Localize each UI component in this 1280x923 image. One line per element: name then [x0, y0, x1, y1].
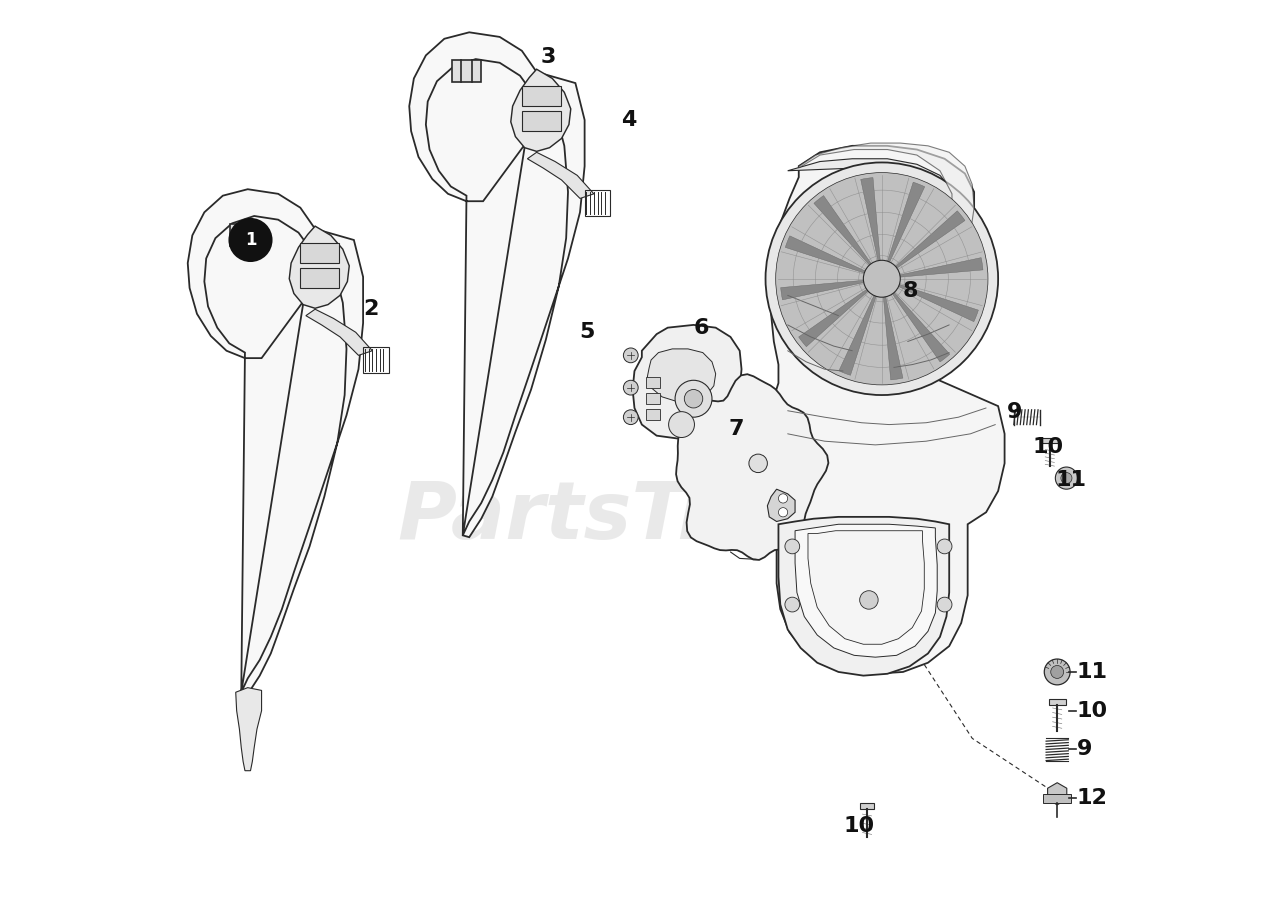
Text: PartsTre: PartsTre: [397, 478, 772, 556]
Wedge shape: [883, 288, 902, 380]
Circle shape: [749, 454, 768, 473]
Bar: [522, 111, 561, 131]
Bar: [452, 60, 481, 82]
Polygon shape: [799, 143, 974, 288]
Wedge shape: [887, 285, 950, 362]
Circle shape: [937, 597, 952, 612]
Polygon shape: [676, 374, 828, 560]
Polygon shape: [795, 524, 937, 657]
Text: 9: 9: [1076, 739, 1092, 760]
Wedge shape: [838, 287, 879, 376]
Bar: [1042, 438, 1059, 443]
Text: 10: 10: [844, 816, 874, 836]
Polygon shape: [410, 32, 585, 537]
Text: 5: 5: [579, 322, 594, 342]
Bar: [301, 268, 339, 288]
Polygon shape: [808, 531, 924, 644]
Text: 4: 4: [622, 110, 637, 130]
Wedge shape: [884, 182, 924, 270]
Bar: [522, 86, 561, 106]
Bar: [1048, 699, 1065, 705]
Text: 9: 9: [1006, 402, 1021, 422]
Text: 6: 6: [694, 318, 709, 338]
Circle shape: [1044, 659, 1070, 685]
Circle shape: [1051, 665, 1064, 678]
Wedge shape: [888, 210, 965, 273]
Polygon shape: [632, 325, 741, 438]
Text: 10: 10: [1032, 437, 1064, 457]
Circle shape: [623, 410, 639, 425]
Wedge shape: [785, 236, 873, 276]
Bar: [645, 377, 660, 388]
Circle shape: [860, 591, 878, 609]
Wedge shape: [799, 284, 876, 347]
Polygon shape: [768, 489, 795, 521]
Circle shape: [1055, 467, 1078, 489]
Circle shape: [778, 508, 787, 517]
Polygon shape: [511, 69, 571, 151]
Circle shape: [778, 494, 787, 503]
Wedge shape: [814, 196, 877, 272]
Polygon shape: [768, 146, 1005, 674]
Circle shape: [685, 390, 703, 408]
Bar: [364, 347, 389, 373]
Text: 10: 10: [1076, 701, 1107, 721]
Wedge shape: [891, 258, 983, 278]
Bar: [1043, 794, 1071, 803]
Text: 1: 1: [244, 231, 256, 249]
Bar: [301, 243, 339, 263]
Bar: [645, 409, 660, 420]
Circle shape: [864, 260, 900, 297]
Polygon shape: [648, 349, 716, 402]
Bar: [645, 393, 660, 404]
Polygon shape: [306, 309, 372, 355]
Text: 3: 3: [540, 47, 556, 67]
Circle shape: [785, 539, 800, 554]
Circle shape: [765, 162, 998, 395]
Text: 12: 12: [1076, 788, 1107, 809]
Circle shape: [230, 220, 271, 260]
Text: 8: 8: [904, 281, 919, 301]
Polygon shape: [236, 688, 261, 771]
Wedge shape: [860, 177, 881, 270]
Circle shape: [668, 412, 695, 438]
Circle shape: [1061, 473, 1071, 484]
Polygon shape: [289, 226, 349, 308]
Circle shape: [776, 173, 988, 385]
Circle shape: [623, 348, 639, 363]
Polygon shape: [778, 517, 950, 676]
Text: 7: 7: [728, 419, 744, 439]
Circle shape: [675, 380, 712, 417]
Polygon shape: [188, 189, 364, 694]
Bar: [860, 803, 874, 809]
Polygon shape: [527, 152, 594, 198]
Wedge shape: [781, 280, 873, 300]
Polygon shape: [787, 159, 954, 365]
Bar: [230, 224, 260, 246]
Wedge shape: [890, 282, 978, 321]
Circle shape: [623, 380, 639, 395]
Circle shape: [785, 597, 800, 612]
Text: 11: 11: [1076, 662, 1107, 682]
Text: 2: 2: [364, 299, 379, 319]
Circle shape: [937, 539, 952, 554]
Text: 11: 11: [1055, 470, 1087, 490]
Bar: [585, 190, 611, 216]
